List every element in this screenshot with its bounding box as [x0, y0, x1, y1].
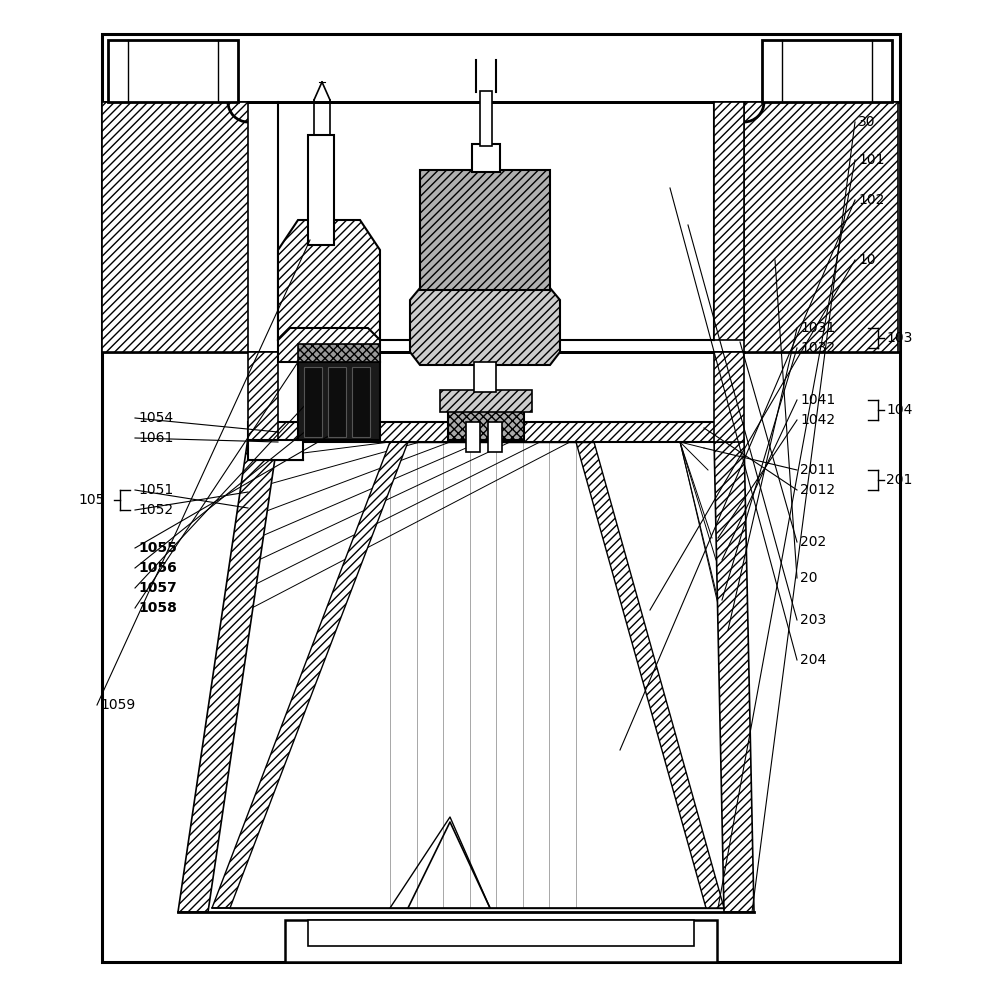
Polygon shape — [285, 920, 717, 962]
Polygon shape — [420, 170, 550, 290]
Text: 102: 102 — [858, 193, 884, 207]
Polygon shape — [410, 288, 560, 365]
Polygon shape — [714, 438, 754, 912]
Text: 202: 202 — [800, 535, 826, 549]
Text: 104: 104 — [886, 403, 912, 417]
Polygon shape — [278, 220, 380, 340]
Text: 1042: 1042 — [800, 413, 835, 427]
Text: 204: 204 — [800, 653, 826, 667]
Polygon shape — [108, 40, 238, 102]
Polygon shape — [744, 102, 898, 352]
Polygon shape — [178, 438, 278, 912]
Polygon shape — [762, 40, 892, 102]
Polygon shape — [304, 367, 322, 437]
Polygon shape — [308, 135, 334, 245]
Text: 10: 10 — [858, 253, 876, 267]
Polygon shape — [488, 422, 502, 452]
Polygon shape — [480, 91, 492, 146]
Polygon shape — [102, 102, 248, 352]
Text: 30: 30 — [858, 115, 876, 129]
Polygon shape — [248, 440, 303, 460]
Polygon shape — [278, 328, 380, 362]
Text: 1056: 1056 — [138, 561, 177, 575]
Polygon shape — [248, 352, 278, 442]
Polygon shape — [248, 422, 734, 442]
Polygon shape — [440, 390, 532, 412]
Text: 1055: 1055 — [138, 541, 177, 555]
Polygon shape — [576, 442, 724, 908]
Text: 20: 20 — [800, 571, 818, 585]
Text: 103: 103 — [886, 331, 912, 345]
Text: 1031: 1031 — [800, 321, 835, 335]
Polygon shape — [714, 352, 744, 442]
Text: 101: 101 — [858, 153, 885, 167]
Polygon shape — [472, 144, 500, 172]
Text: 1061: 1061 — [138, 431, 173, 445]
Text: 1058: 1058 — [138, 601, 177, 615]
Text: 1054: 1054 — [138, 411, 173, 425]
Polygon shape — [308, 920, 694, 946]
Text: 1057: 1057 — [138, 581, 177, 595]
Text: 1041: 1041 — [800, 393, 835, 407]
Polygon shape — [352, 367, 370, 437]
Polygon shape — [298, 362, 380, 440]
Text: 1059: 1059 — [100, 698, 135, 712]
Text: 1052: 1052 — [138, 503, 173, 517]
Polygon shape — [466, 422, 480, 452]
Text: 203: 203 — [800, 613, 826, 627]
Polygon shape — [474, 362, 496, 392]
Polygon shape — [298, 344, 380, 362]
Polygon shape — [102, 102, 900, 352]
Text: 2011: 2011 — [800, 463, 835, 477]
Polygon shape — [212, 442, 408, 908]
Text: 2012: 2012 — [800, 483, 835, 497]
Text: 201: 201 — [886, 473, 912, 487]
Text: 1051: 1051 — [138, 483, 173, 497]
Polygon shape — [328, 367, 346, 437]
Polygon shape — [714, 102, 744, 340]
Text: 1032: 1032 — [800, 341, 835, 355]
Polygon shape — [448, 410, 524, 440]
Text: 105: 105 — [79, 493, 105, 507]
Polygon shape — [102, 34, 900, 962]
